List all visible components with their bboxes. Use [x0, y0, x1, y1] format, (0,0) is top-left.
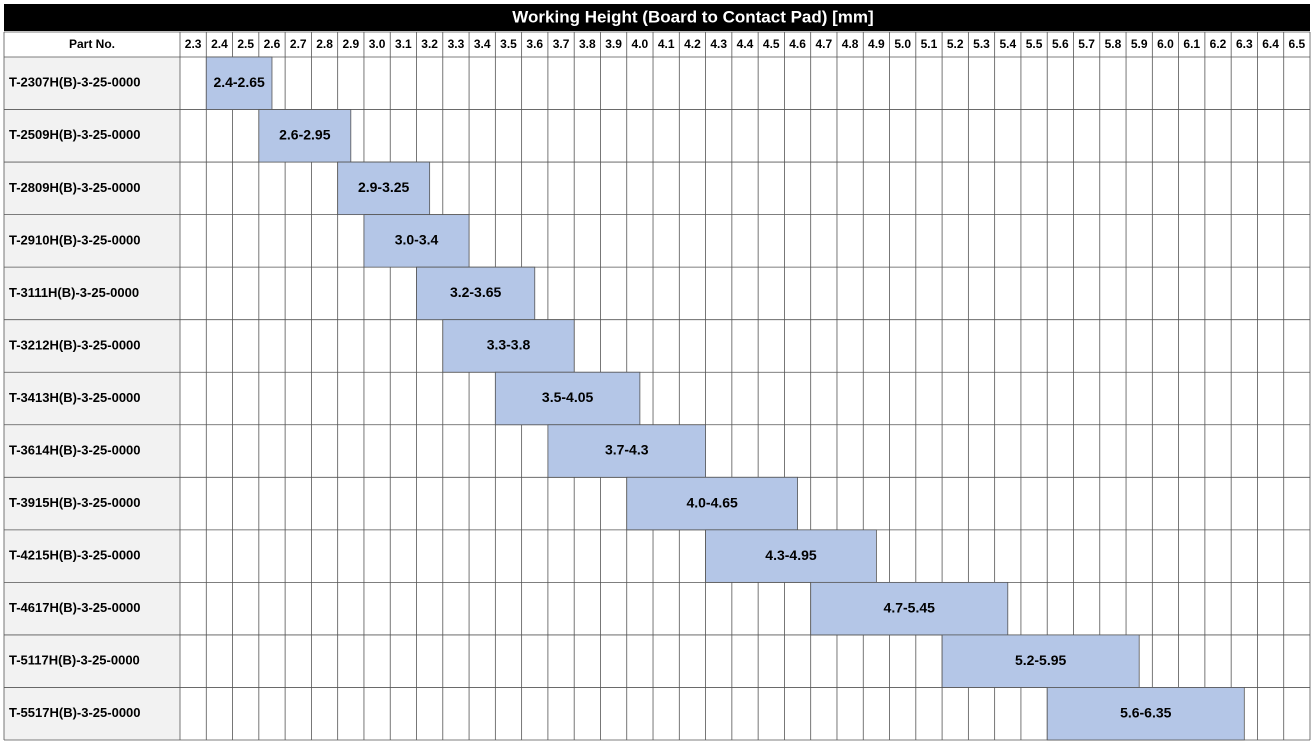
x-tick-label: 3.8: [579, 37, 596, 51]
x-tick-label: 2.6: [264, 37, 281, 51]
bar-label: 2.9-3.25: [358, 179, 410, 195]
x-tick-label: 4.6: [789, 37, 806, 51]
bar-label: 2.6-2.95: [279, 127, 331, 143]
x-tick-label: 4.5: [763, 37, 780, 51]
x-tick-label: 4.9: [868, 37, 885, 51]
x-tick-label: 5.0: [894, 37, 911, 51]
range-bar: [494, 371, 641, 426]
x-tick-label: 5.1: [921, 37, 938, 51]
bar-label: 5.2-5.95: [1015, 652, 1067, 668]
x-tick-label: 3.7: [553, 37, 570, 51]
bar-label: 3.5-4.05: [542, 389, 594, 405]
bar-label: 4.7-5.45: [884, 599, 936, 615]
x-tick-label: 2.9: [342, 37, 359, 51]
range-bar: [363, 214, 470, 268]
x-tick-label: 4.4: [737, 37, 754, 51]
x-tick-label: 4.7: [815, 37, 832, 51]
row-label: T-2307H(B)-3-25-0000: [9, 75, 141, 90]
row-label: T-3212H(B)-3-25-0000: [9, 337, 141, 352]
bar-label: 3.7-4.3: [605, 442, 649, 458]
bar-label: 5.6-6.35: [1120, 704, 1172, 720]
x-tick-label: 2.5: [237, 37, 254, 51]
row-label: T-4215H(B)-3-25-0000: [9, 548, 141, 563]
x-tick-label: 6.1: [1183, 37, 1200, 51]
bar-label: 2.4-2.65: [213, 74, 265, 90]
row-label: T-5117H(B)-3-25-0000: [9, 653, 140, 668]
x-tick-label: 5.6: [1052, 37, 1069, 51]
x-tick-label: 3.5: [500, 37, 517, 51]
row-label: T-5517H(B)-3-25-0000: [9, 705, 141, 720]
x-tick-label: 2.4: [211, 37, 228, 51]
x-tick-label: 5.3: [973, 37, 990, 51]
row-label: T-3614H(B)-3-25-0000: [9, 442, 141, 457]
x-tick-label: 6.2: [1210, 37, 1227, 51]
x-tick-label: 6.3: [1236, 37, 1253, 51]
category-header: Part No.: [69, 37, 115, 51]
chart-title: Working Height (Board to Contact Pad) [m…: [512, 7, 873, 26]
x-tick-label: 5.2: [947, 37, 964, 51]
x-tick-label: 4.2: [684, 37, 701, 51]
bar-label: 3.2-3.65: [450, 284, 502, 300]
x-tick-label: 2.7: [290, 37, 307, 51]
range-bar: [547, 424, 706, 478]
x-tick-label: 3.2: [421, 37, 438, 51]
x-tick-label: 3.6: [526, 37, 543, 51]
bar-label: 3.3-3.8: [487, 337, 531, 353]
x-tick-label: 3.3: [448, 37, 465, 51]
bar-label: 4.3-4.95: [765, 547, 817, 563]
range-bar: [810, 581, 1009, 636]
range-bar: [205, 56, 273, 110]
range-bar: [941, 634, 1140, 688]
x-tick-label: 4.0: [632, 37, 649, 51]
x-tick-label: 4.3: [710, 37, 727, 51]
x-tick-label: 2.8: [316, 37, 333, 51]
x-tick-label: 3.4: [474, 37, 491, 51]
range-bar: [626, 476, 798, 531]
bar-label: 3.0-3.4: [395, 232, 439, 248]
range-bar: [258, 109, 352, 163]
x-tick-label: 4.1: [658, 37, 675, 51]
category-column: [4, 57, 180, 740]
x-tick-label: 3.0: [369, 37, 386, 51]
bar-label: 4.0-4.65: [686, 494, 738, 510]
title-bar: [4, 4, 1310, 31]
x-tick-label: 6.5: [1289, 37, 1306, 51]
x-tick-label: 5.9: [1131, 37, 1148, 51]
row-label: T-3413H(B)-3-25-0000: [9, 390, 141, 405]
range-bar: [1046, 687, 1245, 741]
row-label: T-4617H(B)-3-25-0000: [9, 600, 141, 615]
row-label: T-3111H(B)-3-25-0000: [9, 285, 139, 300]
row-label: T-3915H(B)-3-25-0000: [9, 495, 141, 510]
x-tick-label: 3.9: [605, 37, 622, 51]
range-bar: [705, 529, 877, 583]
x-tick-label: 5.4: [999, 37, 1016, 51]
row-label: T-2809H(B)-3-25-0000: [9, 180, 141, 195]
x-tick-label: 5.7: [1078, 37, 1095, 51]
x-tick-label: 3.1: [395, 37, 412, 51]
x-tick-label: 5.8: [1105, 37, 1122, 51]
row-label: T-2910H(B)-3-25-0000: [9, 232, 141, 247]
x-tick-label: 2.3: [185, 37, 202, 51]
x-tick-label: 6.4: [1262, 37, 1279, 51]
x-tick-label: 5.5: [1026, 37, 1043, 51]
range-bar: [337, 161, 431, 216]
x-tick-label: 6.0: [1157, 37, 1174, 51]
x-tick-label: 4.8: [842, 37, 859, 51]
row-label: T-2509H(B)-3-25-0000: [9, 127, 141, 142]
